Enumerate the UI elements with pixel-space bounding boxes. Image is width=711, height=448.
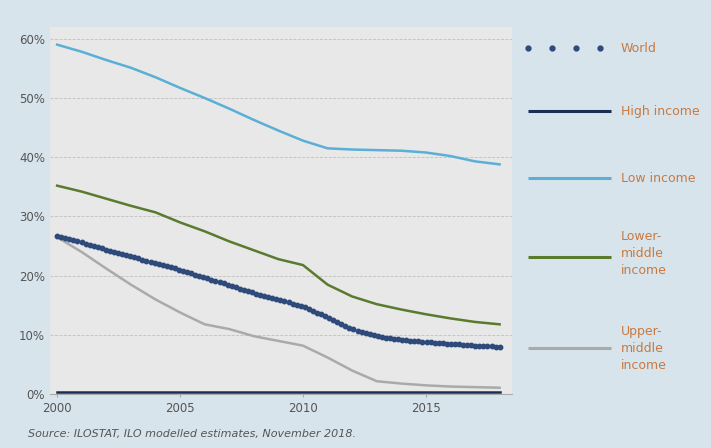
Text: Source: ILOSTAT, ILO modelled estimates, November 2018.: Source: ILOSTAT, ILO modelled estimates,… [28, 429, 356, 439]
Text: World: World [621, 42, 656, 55]
Text: Upper-
middle
income: Upper- middle income [621, 324, 667, 371]
Text: Low income: Low income [621, 172, 695, 185]
Text: High income: High income [621, 105, 700, 118]
Text: Lower-
middle
income: Lower- middle income [621, 230, 667, 277]
